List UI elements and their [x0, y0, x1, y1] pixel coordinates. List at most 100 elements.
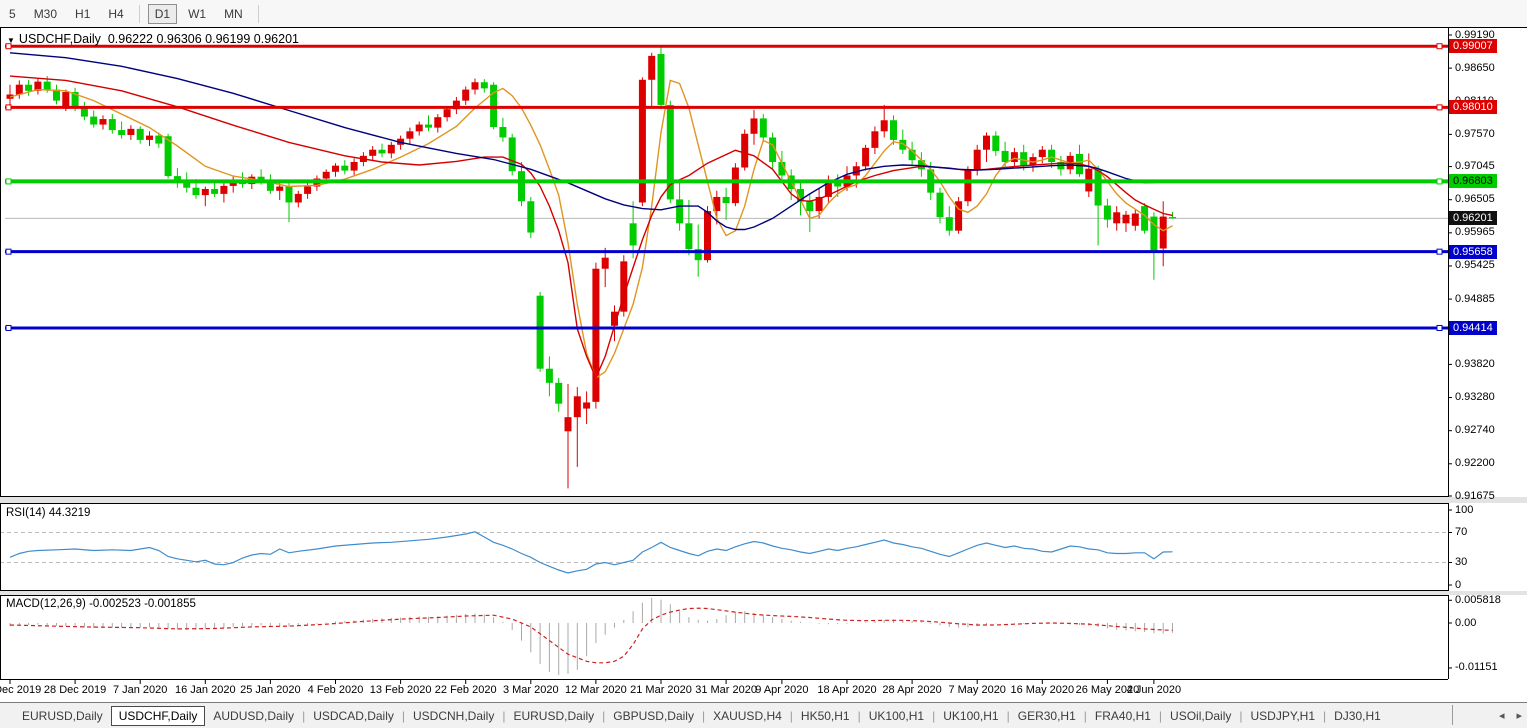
candle [583, 402, 591, 409]
hline-handle[interactable] [1436, 178, 1443, 185]
date-tick-label: 16 Jan 2020 [175, 684, 236, 696]
hline-handle[interactable] [5, 104, 12, 111]
tab-separator: | [602, 708, 606, 723]
timeframe-button-MN[interactable]: MN [224, 6, 243, 21]
date-tick-label: 12 Mar 2020 [565, 684, 627, 696]
candle [797, 188, 804, 202]
chart-tab-uk100-h1[interactable]: UK100,H1 [868, 708, 925, 723]
candle [1159, 216, 1167, 249]
chart-tab-gbpusd-daily[interactable]: GBPUSD,Daily [613, 708, 694, 723]
candle [527, 201, 535, 233]
candle [871, 131, 879, 148]
rsi-tick: 100 [1455, 503, 1474, 516]
candle [555, 382, 563, 404]
candle [15, 84, 23, 95]
rsi-line [9, 531, 1173, 574]
candle [564, 417, 572, 432]
candle [899, 139, 907, 150]
timeframe-button-5[interactable]: 5 [9, 6, 16, 21]
candle [220, 185, 228, 194]
candle [518, 171, 525, 202]
date-tick-label: 4 Jun 2020 [1126, 684, 1182, 696]
chart-tab-audusd-daily[interactable]: AUDUSD,Daily [213, 708, 295, 723]
candle [155, 135, 163, 144]
price-tick: 0.91675 [1455, 489, 1495, 502]
chart-tab-usdchf-daily[interactable]: USDCHF,Daily [110, 705, 206, 726]
chart-tab-eurusd-daily[interactable]: EURUSD,Daily [22, 708, 103, 723]
chart-title: ▼ USDCHF,Daily 0.96222 0.96306 0.96199 0.… [7, 32, 299, 46]
ma-orange [9, 79, 1173, 379]
candle [769, 137, 777, 162]
price-tick: 0.97045 [1455, 160, 1495, 173]
chart-tab-hk50-h1[interactable]: HK50,H1 [800, 708, 850, 723]
candle [601, 257, 609, 269]
chart-tab-usdcad-daily[interactable]: USDCAD,Daily [313, 708, 394, 723]
chart-tab-eurusd-daily[interactable]: EURUSD,Daily [513, 708, 595, 723]
tabs-scroll-left-icon[interactable]: ◂ [1498, 709, 1505, 722]
timeframe-button-H1[interactable]: H1 [75, 6, 91, 21]
current-price-badge: 0.96201 [1449, 211, 1497, 226]
candle [824, 181, 832, 197]
candle [759, 118, 767, 138]
chart-tab-usdcnh-daily[interactable]: USDCNH,Daily [413, 708, 495, 723]
chart-tab-usoil-daily[interactable]: USOil,Daily [1170, 708, 1232, 723]
candle [880, 120, 888, 132]
date-tick-label: 9 Apr 2020 [755, 684, 809, 696]
hline-handle[interactable] [5, 324, 12, 331]
candle [508, 137, 516, 172]
price-tick: 0.93820 [1455, 357, 1495, 370]
candle [322, 171, 330, 179]
tab-separator: | [401, 708, 405, 723]
candle [731, 167, 739, 204]
chart-tab-fra40-h1[interactable]: FRA40,H1 [1094, 708, 1151, 723]
hline-handle[interactable] [5, 248, 12, 255]
hline-badge: 0.98010 [1449, 100, 1497, 115]
price-tick: 0.99190 [1455, 28, 1495, 41]
timeframe-button-W1[interactable]: W1 [188, 6, 207, 21]
chart-tab-ger30-h1[interactable]: GER30,H1 [1017, 708, 1076, 723]
price-tick: 0.95425 [1455, 259, 1495, 272]
candle [1141, 206, 1149, 231]
timeframe-button-H4[interactable]: H4 [108, 6, 124, 21]
chart-tabs: EURUSD,Daily USDCHF,Daily AUDUSD,Daily | USD… [0, 702, 1527, 728]
candle [192, 187, 200, 196]
tab-separator: | [302, 708, 306, 723]
price-tick: 0.94885 [1455, 292, 1495, 305]
hline-handle[interactable] [1436, 248, 1443, 255]
hline-handle[interactable] [5, 178, 12, 185]
timeframe-button-M30[interactable]: M30 [33, 6, 58, 21]
tabs-scroll-right-icon[interactable]: ▸ [1516, 709, 1522, 722]
timeframe-button-D1[interactable]: D1 [147, 3, 178, 24]
candle [406, 131, 414, 139]
price-tick: 0.98650 [1455, 61, 1495, 74]
candle [1122, 214, 1130, 224]
candle [471, 82, 479, 90]
panel-splitter-rsi[interactable] [0, 497, 1527, 503]
hline-handle[interactable] [5, 43, 12, 50]
chart-tab-dj30-h1[interactable]: DJ30,H1 [1334, 708, 1381, 723]
candle [890, 120, 897, 140]
candle [434, 117, 442, 128]
rsi-tick: 30 [1455, 556, 1468, 568]
candle [425, 124, 432, 128]
chart-dropdown-icon[interactable]: ▼ [7, 36, 15, 45]
chart-tab-xauusd-h4[interactable]: XAUUSD,H4 [713, 708, 782, 723]
candle [1094, 169, 1102, 206]
candle [136, 128, 144, 140]
hline-handle[interactable] [1436, 43, 1443, 50]
candle [71, 92, 79, 108]
candle [34, 81, 42, 91]
timeframe-toolbar: 5 M30 H1 H4 D1 W1 MN [0, 0, 1527, 27]
candle [1131, 213, 1139, 226]
chart-tab-usdjpy-h1[interactable]: USDJPY,H1 [1250, 708, 1315, 723]
candle [573, 396, 581, 418]
hline-handle[interactable] [1436, 324, 1443, 331]
candle [741, 133, 749, 168]
chart-tab-uk100-h1[interactable]: UK100,H1 [943, 708, 999, 723]
ma-red [9, 75, 1173, 380]
hline-badge: 0.94414 [1449, 320, 1497, 335]
hline-handle[interactable] [1436, 104, 1443, 111]
candle [620, 261, 628, 312]
panel-splitter-macd[interactable] [0, 591, 1527, 595]
